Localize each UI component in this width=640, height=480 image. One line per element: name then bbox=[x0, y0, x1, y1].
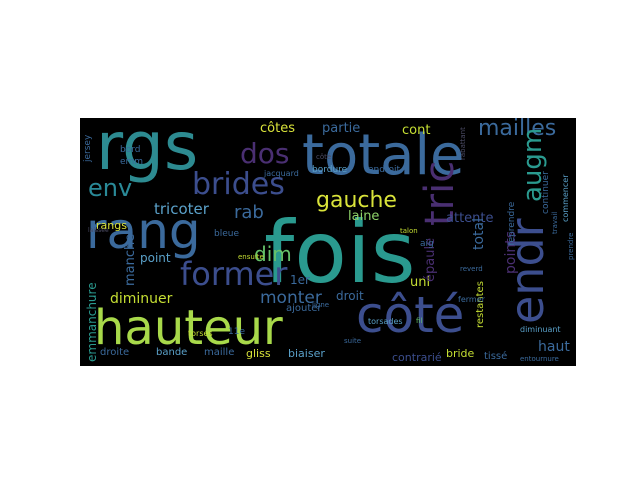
word-rabattant: rabattant bbox=[459, 127, 467, 160]
word-1er: 1er bbox=[290, 273, 310, 287]
word-gauche: gauche bbox=[316, 188, 397, 213]
word-maille: maille bbox=[204, 347, 235, 358]
word-bride: bride bbox=[446, 347, 475, 360]
word-ligne: ligne bbox=[312, 301, 330, 309]
word-rang: rang bbox=[86, 202, 201, 260]
word-haut: haut bbox=[538, 339, 570, 355]
word-cotes: côtes bbox=[260, 121, 295, 136]
word-ajouter: ajouter bbox=[286, 303, 322, 314]
word-point: point bbox=[140, 251, 171, 265]
word-droit: droit bbox=[336, 289, 364, 303]
word-rab: rab bbox=[234, 202, 264, 223]
word-diminuant: diminuant bbox=[520, 325, 561, 334]
word-cote: côté bbox=[356, 286, 465, 344]
word-reverd: reverd bbox=[460, 265, 483, 273]
word-laissee: laissée bbox=[88, 227, 109, 234]
word-uni: uni bbox=[410, 275, 431, 290]
word-endroit: endroit bbox=[368, 165, 400, 175]
word-prendre: prendre bbox=[567, 232, 575, 260]
word-fil: fil bbox=[416, 317, 423, 325]
word-diminuer: diminuer bbox=[110, 291, 173, 307]
word-bordure: bordure bbox=[312, 165, 348, 175]
word-totale: totale bbox=[302, 123, 465, 188]
word-env: env bbox=[88, 174, 133, 202]
word-emmanchure: emmanchure bbox=[85, 282, 99, 362]
word-jacquard: jacquard bbox=[264, 169, 299, 178]
word-manche: manche bbox=[123, 233, 138, 286]
word-mailles: mailles bbox=[478, 118, 557, 141]
word-dim: dim bbox=[254, 242, 292, 266]
word-continuer: continuer bbox=[541, 171, 551, 214]
word-total: total bbox=[471, 217, 487, 250]
word-bande: bande bbox=[156, 347, 188, 358]
word-cont: cont bbox=[402, 123, 431, 138]
word-reprendre: reprendre bbox=[507, 201, 517, 246]
word-tisse: tissé bbox=[484, 351, 508, 362]
word-fermer: fermer bbox=[458, 295, 485, 304]
word-suite: suite bbox=[344, 337, 362, 345]
word-droite: droite bbox=[100, 347, 130, 358]
word-tricoter: tricoter bbox=[154, 200, 209, 218]
word-gliss: gliss bbox=[246, 347, 271, 360]
word-talon: talon bbox=[400, 227, 418, 235]
word-cloud: fois totale rgs hauteur côté rang endr t… bbox=[80, 118, 576, 366]
word-attente: attente bbox=[446, 211, 494, 226]
word-entournure: entournure bbox=[520, 355, 559, 363]
word-11e: 11e bbox=[228, 327, 245, 337]
word-laine: laine bbox=[348, 209, 380, 224]
word-biaiser: biaiser bbox=[288, 347, 325, 360]
word-fois: fois bbox=[264, 203, 416, 303]
word-hauteur: hauteur bbox=[94, 300, 283, 356]
word-bleue: bleue bbox=[214, 229, 239, 239]
word-ensuite: ensuite bbox=[238, 253, 264, 261]
word-emm: emm bbox=[120, 157, 144, 167]
word-brides: brides bbox=[192, 167, 285, 202]
word-partie: partie bbox=[322, 121, 361, 136]
word-dos: dos bbox=[240, 137, 290, 170]
word-cote-small: côté bbox=[316, 153, 332, 161]
word-rgs: rgs bbox=[96, 118, 199, 185]
word-aig: aig bbox=[420, 239, 434, 249]
word-former: former bbox=[180, 255, 288, 293]
word-restantes: restantes bbox=[475, 281, 486, 328]
word-commencer: commencer bbox=[561, 174, 570, 222]
word-travail: travail bbox=[551, 211, 559, 234]
word-jersey: jersey bbox=[83, 134, 93, 162]
word-bord: bord bbox=[120, 145, 141, 155]
word-rangs: rangs bbox=[96, 219, 127, 232]
word-torsades: torsades bbox=[368, 317, 403, 326]
word-torses: torses bbox=[188, 329, 213, 338]
word-monter: monter bbox=[260, 288, 322, 308]
word-contrarie: contrarié bbox=[392, 351, 442, 364]
